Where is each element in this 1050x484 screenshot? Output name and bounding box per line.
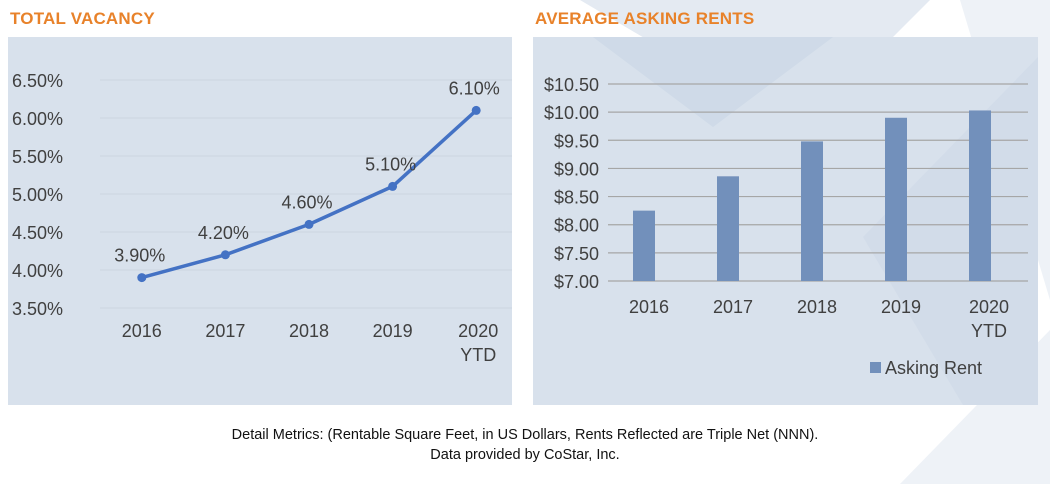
rents-bar-chart: $7.00 $7.50 $8.00 $8.50 $9.00 $9.50 $10.00 $10.… bbox=[544, 37, 1038, 405]
x-tick-label: 2020 bbox=[458, 321, 498, 341]
legend-label-asking-rent: Asking Rent bbox=[885, 358, 982, 378]
bar-asking-rent bbox=[717, 176, 739, 281]
data-label: 4.60% bbox=[281, 192, 332, 212]
x-tick-label: 2017 bbox=[713, 297, 753, 317]
x-tick-label: 2016 bbox=[629, 297, 669, 317]
bar-asking-rent bbox=[885, 117, 907, 282]
y-tick-label: $10.50 bbox=[544, 75, 599, 95]
data-point bbox=[137, 273, 147, 283]
data-point bbox=[471, 105, 481, 115]
x-tick-label: 2017 bbox=[205, 321, 245, 341]
x-tick-label: 2020 bbox=[969, 297, 1009, 317]
data-label: 4.20% bbox=[198, 223, 249, 243]
rents-chart-panel: $7.00 $7.50 $8.00 $8.50 $9.00 $9.50 $10.00 $10.… bbox=[533, 37, 1038, 405]
x-tick-label: 2019 bbox=[373, 321, 413, 341]
x-tick-label: 2018 bbox=[289, 321, 329, 341]
legend-swatch-asking-rent bbox=[870, 362, 881, 373]
y-tick-label: 4.50% bbox=[12, 223, 63, 243]
x-tick-label: 2018 bbox=[797, 297, 837, 317]
y-tick-label: $7.00 bbox=[554, 272, 599, 292]
y-tick-label: $8.50 bbox=[554, 188, 599, 208]
vacancy-chart-panel: 3.50% 4.00% 4.50% 5.00% 5.50% 6.00% 6.50% 2016 2… bbox=[8, 37, 518, 405]
x-tick-label: YTD bbox=[971, 321, 1007, 341]
y-tick-label: $9.00 bbox=[554, 159, 599, 179]
y-tick-label: 3.50% bbox=[12, 299, 63, 319]
y-tick-label: $7.50 bbox=[554, 244, 599, 264]
bar-asking-rent bbox=[969, 110, 991, 281]
bar-asking-rent bbox=[633, 210, 655, 281]
x-tick-label: 2019 bbox=[881, 297, 921, 317]
x-tick-label: 2016 bbox=[122, 321, 162, 341]
data-label: 6.10% bbox=[449, 78, 500, 98]
y-tick-label: 5.00% bbox=[12, 185, 63, 205]
footer-detail-metrics: Detail Metrics: (Rentable Square Feet, i… bbox=[231, 427, 819, 443]
y-tick-label: $10.00 bbox=[544, 103, 599, 123]
data-point bbox=[220, 250, 230, 260]
y-tick-label: 6.50% bbox=[12, 71, 63, 91]
y-tick-label: 5.50% bbox=[12, 147, 63, 167]
footer-data-source: Data provided by CoStar, Inc. bbox=[430, 447, 620, 463]
y-tick-label: 6.00% bbox=[12, 109, 63, 129]
y-tick-label: $8.00 bbox=[554, 216, 599, 236]
data-point bbox=[388, 181, 398, 191]
vacancy-chart-title: TOTAL VACANCY bbox=[10, 9, 155, 28]
rents-chart-title: AVERAGE ASKING RENTS bbox=[535, 9, 755, 28]
bar-asking-rent bbox=[801, 141, 823, 281]
data-label: 3.90% bbox=[114, 246, 165, 266]
data-label: 5.10% bbox=[365, 154, 416, 174]
data-point bbox=[304, 219, 314, 229]
y-tick-label: $9.50 bbox=[554, 131, 599, 151]
vacancy-line-chart: 3.50% 4.00% 4.50% 5.00% 5.50% 6.00% 6.50% 2016 2… bbox=[12, 71, 518, 365]
y-tick-label: 4.00% bbox=[12, 261, 63, 281]
x-tick-label: YTD bbox=[460, 345, 496, 365]
